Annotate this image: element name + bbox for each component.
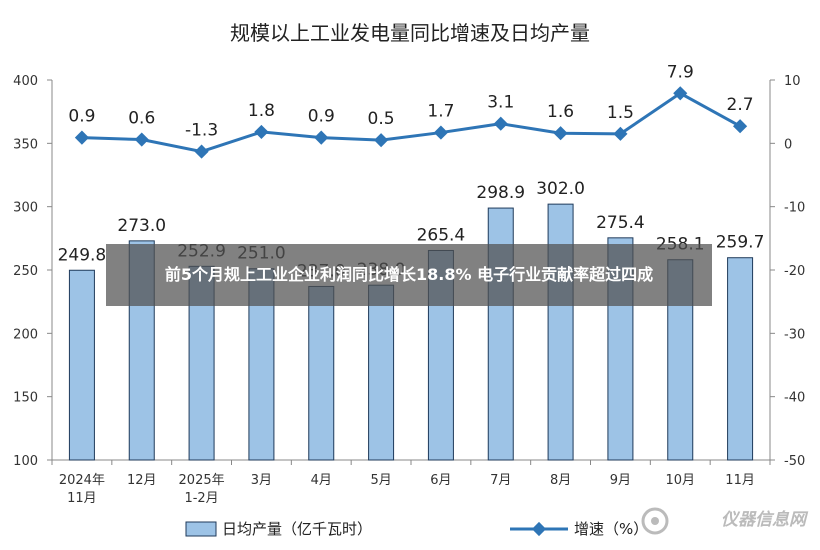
x-tick-label-line: 2025年 bbox=[179, 473, 225, 488]
x-tick-label: 9月 bbox=[610, 473, 631, 488]
x-tick-label-line: 11月 bbox=[67, 491, 97, 506]
x-tick-label-line: 11月 bbox=[725, 473, 755, 488]
x-tick-label-line: 9月 bbox=[610, 473, 631, 488]
axes: 100 150 200 250 300 350 400 -50 -40 -30 -20 -10 0 10 2… bbox=[13, 74, 805, 506]
x-tick-label-line: 10月 bbox=[665, 473, 695, 488]
headline-text[interactable]: 前5个月规上工业企业利润同比增长18.8% 电子行业贡献率超过四成 bbox=[164, 265, 654, 284]
x-tick-label: 8月 bbox=[550, 473, 571, 488]
x-tick-label: 10月 bbox=[665, 473, 695, 488]
line-point bbox=[553, 126, 568, 141]
right-tick-label: -40 bbox=[784, 391, 805, 406]
right-tick-label: -30 bbox=[784, 327, 805, 342]
line-point bbox=[254, 124, 269, 140]
line-data-label: 0.6 bbox=[128, 109, 155, 129]
line-point bbox=[74, 130, 89, 145]
watermark-text: 仪器信息网 bbox=[721, 510, 806, 530]
bars: 249.8273.0252.9251.0237.0238.0265.4298.9… bbox=[58, 179, 765, 461]
x-tick-label-line: 4月 bbox=[311, 473, 332, 488]
bar-data-label: 249.8 bbox=[58, 245, 107, 265]
line-point bbox=[613, 126, 628, 141]
line-series: 0.9 0.6 -1.3 1.8 0.9 0.5 1.7 3.1 1.6 1.5 7.9 2.7 bbox=[68, 62, 754, 159]
bar-data-label: 265.4 bbox=[417, 225, 466, 245]
line-data-label: 1.7 bbox=[427, 102, 454, 122]
bar-data-label: 302.0 bbox=[536, 179, 585, 199]
bar bbox=[547, 203, 574, 461]
line-point bbox=[433, 125, 448, 140]
chart-title: 规模以上工业发电量同比增速及日均产量 bbox=[230, 21, 590, 45]
legend-bar-label: 日均产量（亿千瓦时） bbox=[222, 520, 372, 538]
line-point bbox=[134, 132, 149, 147]
right-tick-label: -50 bbox=[784, 454, 805, 469]
x-tick-label-line: 5月 bbox=[370, 473, 391, 488]
bar-data-label: 273.0 bbox=[117, 216, 166, 236]
x-tick-label: 3月 bbox=[251, 473, 272, 488]
bar-data-label: 298.9 bbox=[476, 183, 525, 203]
x-tick-label: 2025年 1-2月 bbox=[179, 473, 225, 506]
left-tick-label: 350 bbox=[13, 137, 38, 152]
line-point bbox=[314, 130, 329, 145]
line-data-label: 1.5 bbox=[607, 103, 634, 123]
line-data-label: -1.3 bbox=[185, 121, 218, 141]
x-tick-label: 7月 bbox=[490, 473, 511, 488]
line-data-label: 0.9 bbox=[308, 107, 335, 127]
line-point bbox=[374, 133, 389, 148]
x-tick-label-line: 1-2月 bbox=[184, 491, 218, 506]
line-data-label: 0.5 bbox=[368, 109, 395, 129]
left-tick-label: 400 bbox=[13, 74, 38, 89]
x-tick-label-line: 6月 bbox=[430, 473, 451, 488]
x-tick-label-line: 2024年 bbox=[59, 473, 105, 488]
line-data-label: 3.1 bbox=[487, 93, 514, 113]
right-tick-label: -10 bbox=[784, 201, 805, 216]
left-tick-label: 150 bbox=[13, 391, 38, 406]
right-tick-label: 10 bbox=[784, 74, 801, 89]
left-tick-label: 250 bbox=[13, 264, 38, 279]
bar bbox=[727, 257, 754, 461]
line-point bbox=[493, 116, 508, 131]
legend: 日均产量（亿千瓦时） 增速（%） bbox=[185, 520, 648, 538]
right-tick-label: -20 bbox=[784, 264, 805, 279]
line-point bbox=[194, 144, 209, 159]
bar bbox=[308, 285, 335, 461]
x-tick-label: 6月 bbox=[430, 473, 451, 488]
line-point bbox=[673, 86, 688, 101]
left-tick-label: 300 bbox=[13, 201, 38, 216]
x-tick-label: 2024年 11月 bbox=[59, 473, 105, 506]
x-tick-label: 4月 bbox=[311, 473, 332, 488]
headline-overlay[interactable]: 前5个月规上工业企业利润同比增长18.8% 电子行业贡献率超过四成 bbox=[106, 244, 712, 306]
watermark-logo-icon bbox=[641, 507, 669, 535]
bar-data-label: 275.4 bbox=[596, 213, 645, 233]
legend-bar-swatch bbox=[185, 521, 217, 537]
line-data-label: 7.9 bbox=[667, 62, 694, 82]
line-point bbox=[733, 119, 748, 134]
bar bbox=[368, 284, 395, 461]
left-tick-label: 200 bbox=[13, 327, 38, 342]
bar bbox=[68, 269, 95, 461]
line-data-label: 0.9 bbox=[68, 107, 95, 127]
line-data-label: 1.8 bbox=[248, 101, 275, 121]
line-data-label: 1.6 bbox=[547, 102, 574, 122]
x-tick-label-line: 3月 bbox=[251, 473, 272, 488]
x-tick-label-line: 7月 bbox=[490, 473, 511, 488]
x-tick-label-line: 8月 bbox=[550, 473, 571, 488]
x-tick-label: 5月 bbox=[370, 473, 391, 488]
x-tick-label: 12月 bbox=[127, 473, 157, 488]
x-tick-label: 11月 bbox=[725, 473, 755, 488]
line-data-label: 2.7 bbox=[727, 95, 754, 115]
right-tick-label: 0 bbox=[784, 137, 792, 152]
bar-data-label: 259.7 bbox=[716, 233, 765, 253]
legend-line-marker bbox=[531, 521, 547, 537]
left-tick-label: 100 bbox=[13, 454, 38, 469]
line-path bbox=[81, 91, 741, 154]
x-tick-label-line: 12月 bbox=[127, 473, 157, 488]
legend-line-label: 增速（%） bbox=[574, 520, 648, 538]
